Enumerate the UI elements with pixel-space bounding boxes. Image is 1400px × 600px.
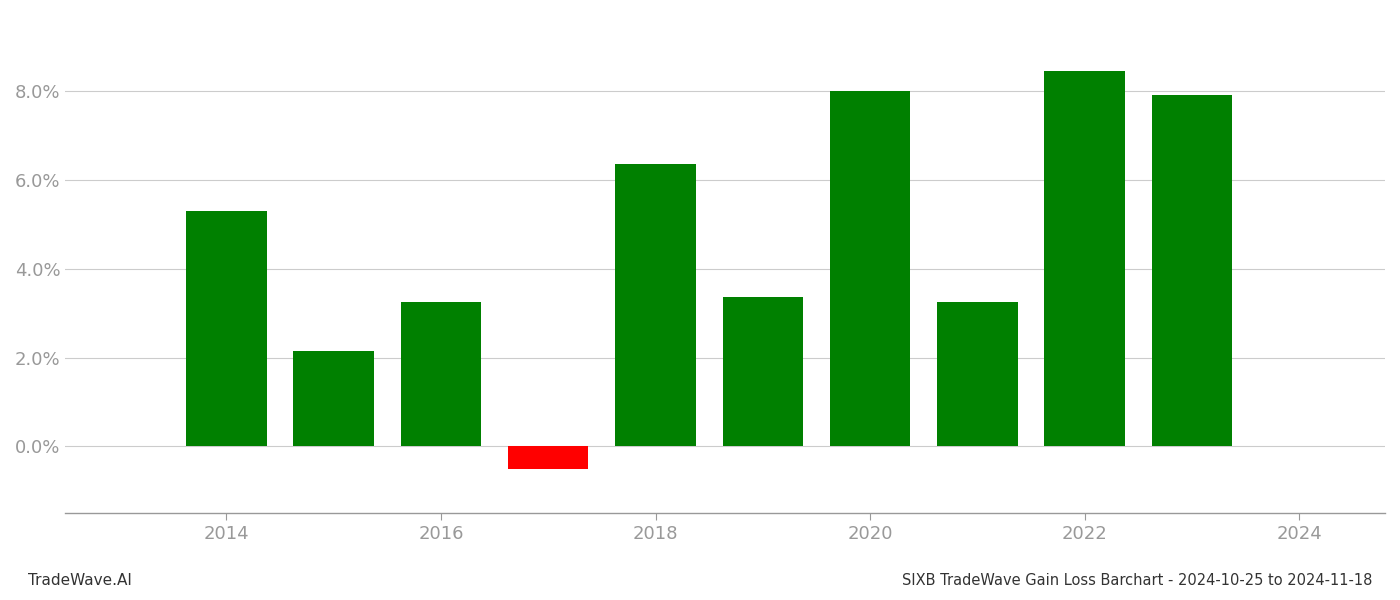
Bar xyxy=(722,298,804,446)
Bar xyxy=(508,446,588,469)
Bar xyxy=(830,91,910,446)
Text: TradeWave.AI: TradeWave.AI xyxy=(28,573,132,588)
Bar xyxy=(400,302,482,446)
Bar xyxy=(186,211,266,446)
Bar xyxy=(1044,71,1124,446)
Bar xyxy=(937,302,1018,446)
Bar xyxy=(1152,95,1232,446)
Bar xyxy=(294,351,374,446)
Text: SIXB TradeWave Gain Loss Barchart - 2024-10-25 to 2024-11-18: SIXB TradeWave Gain Loss Barchart - 2024… xyxy=(902,573,1372,588)
Bar xyxy=(615,164,696,446)
